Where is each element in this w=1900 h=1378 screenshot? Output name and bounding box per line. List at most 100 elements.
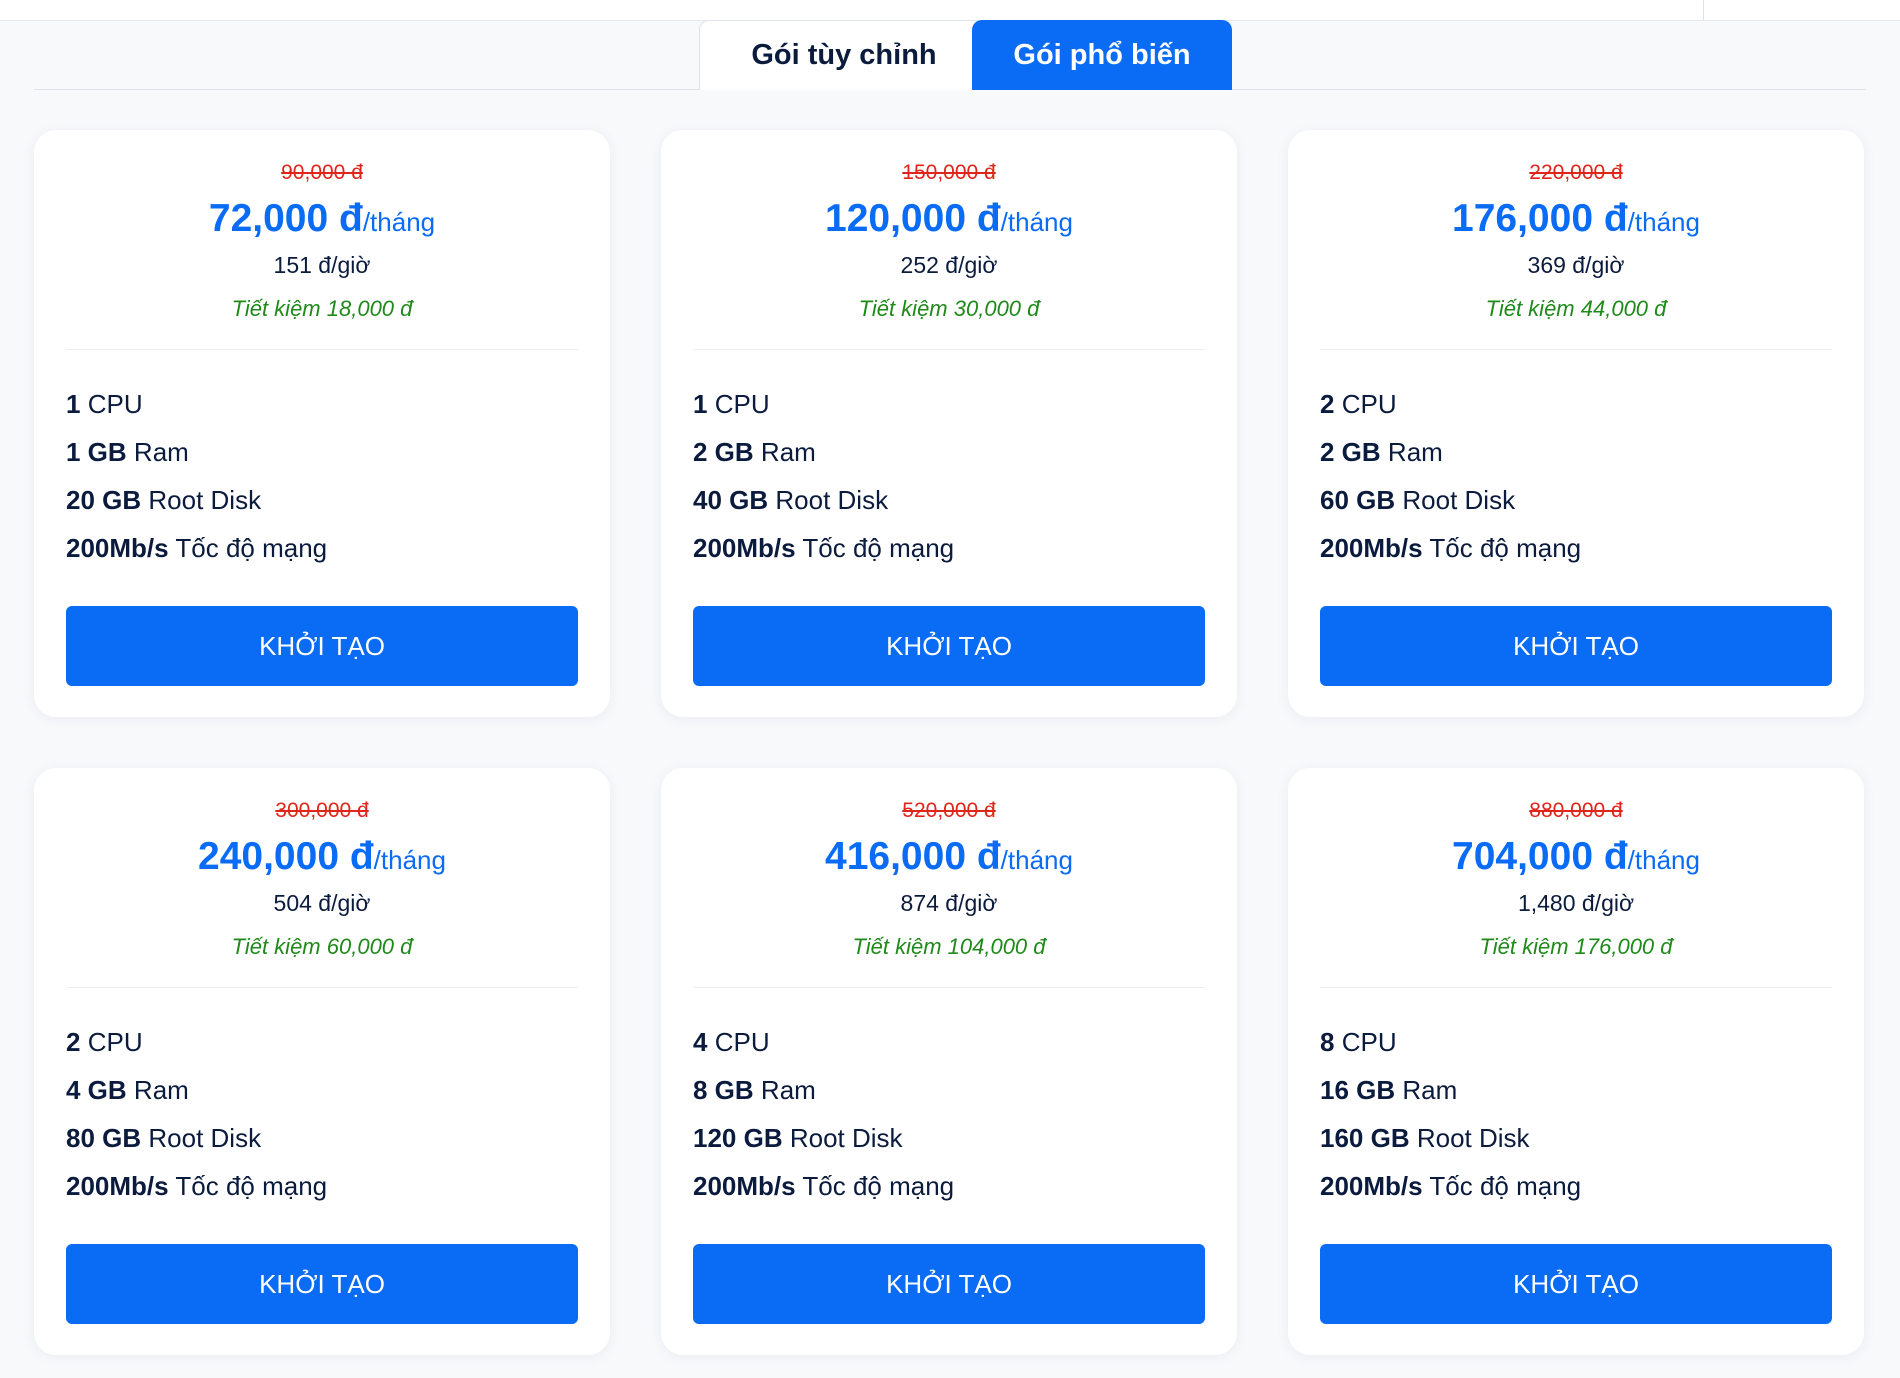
spec-network: 200Mb/s Tốc độ mạng xyxy=(693,1170,1205,1218)
spec-label: Ram xyxy=(1402,1075,1458,1105)
divider xyxy=(66,987,578,988)
price-line: 120,000 đ/tháng xyxy=(693,194,1205,244)
spec-value: 160 GB xyxy=(1320,1123,1410,1153)
spec-ram: 8 GB Ram xyxy=(693,1074,1205,1122)
spec-label: Ram xyxy=(133,1075,189,1105)
spec-value: 200Mb/s xyxy=(1320,1171,1423,1201)
spec-network: 200Mb/s Tốc độ mạng xyxy=(66,1170,578,1218)
spec-ram: 4 GB Ram xyxy=(66,1074,578,1122)
spec-label: Root Disk xyxy=(148,1123,262,1153)
spec-value: 200Mb/s xyxy=(66,1171,169,1201)
price-line: 704,000 đ/tháng xyxy=(1320,832,1832,882)
plan-card: 150,000 đ 120,000 đ/tháng 252 đ/giờ Tiết… xyxy=(661,130,1237,717)
spec-ram: 16 GB Ram xyxy=(1320,1074,1832,1122)
spec-cpu: 1 CPU xyxy=(66,388,578,436)
spec-list: 2 CPU 4 GB Ram 80 GB Root Disk 200Mb/s T… xyxy=(66,1026,578,1218)
old-price: 520,000 đ xyxy=(902,799,996,822)
spec-label: Root Disk xyxy=(148,485,262,515)
spec-label: Ram xyxy=(760,1075,816,1105)
plan-card: 220,000 đ 176,000 đ/tháng 369 đ/giờ Tiết… xyxy=(1288,130,1864,717)
monthly-price: 176,000 đ xyxy=(1452,197,1628,240)
divider xyxy=(1320,987,1832,988)
spec-value: 16 GB xyxy=(1320,1075,1396,1105)
spec-value: 1 xyxy=(693,389,708,419)
create-button[interactable]: KHỞI TẠO xyxy=(1320,606,1832,686)
spec-value: 4 GB xyxy=(66,1075,127,1105)
tab-custom-plan[interactable]: Gói tùy chỉnh xyxy=(699,20,989,90)
spec-label: Ram xyxy=(760,437,816,467)
spec-list: 4 CPU 8 GB Ram 120 GB Root Disk 200Mb/s … xyxy=(693,1026,1205,1218)
spec-value: 80 GB xyxy=(66,1123,142,1153)
create-button[interactable]: KHỞI TẠO xyxy=(66,1244,578,1324)
price-period: /tháng xyxy=(1627,207,1700,237)
spec-label: CPU xyxy=(714,389,770,419)
spec-label: CPU xyxy=(714,1027,770,1057)
spec-label: CPU xyxy=(87,389,143,419)
saving-text: Tiết kiệm 60,000 đ xyxy=(231,934,413,959)
saving-text: Tiết kiệm 104,000 đ xyxy=(852,934,1046,959)
price-period: /tháng xyxy=(373,845,446,875)
plan-card: 880,000 đ 704,000 đ/tháng 1,480 đ/giờ Ti… xyxy=(1288,768,1864,1355)
price-period: /tháng xyxy=(1000,845,1073,875)
spec-value: 1 xyxy=(66,389,81,419)
spec-cpu: 2 CPU xyxy=(1320,388,1832,436)
old-price: 880,000 đ xyxy=(1529,799,1623,822)
spec-value: 8 xyxy=(1320,1027,1335,1057)
plan-card: 90,000 đ 72,000 đ/tháng 151 đ/giờ Tiết k… xyxy=(34,130,610,717)
hourly-price: 1,480 đ/giờ xyxy=(1517,890,1635,916)
create-button[interactable]: KHỞI TẠO xyxy=(693,606,1205,686)
monthly-price: 416,000 đ xyxy=(825,835,1001,878)
spec-list: 1 CPU 1 GB Ram 20 GB Root Disk 200Mb/s T… xyxy=(66,388,578,580)
spec-label: Ram xyxy=(133,437,189,467)
spec-value: 200Mb/s xyxy=(66,533,169,563)
monthly-price: 120,000 đ xyxy=(825,197,1001,240)
price-line: 72,000 đ/tháng xyxy=(66,194,578,244)
spec-disk: 160 GB Root Disk xyxy=(1320,1122,1832,1170)
spec-network: 200Mb/s Tốc độ mạng xyxy=(1320,532,1832,580)
spec-label: Ram xyxy=(1387,437,1443,467)
spec-label: CPU xyxy=(1341,1027,1397,1057)
spec-label: Root Disk xyxy=(789,1123,903,1153)
spec-label: Tốc độ mạng xyxy=(175,533,328,563)
tab-popular-plan[interactable]: Gói phổ biến xyxy=(972,20,1232,90)
price-line: 176,000 đ/tháng xyxy=(1320,194,1832,244)
spec-disk: 40 GB Root Disk xyxy=(693,484,1205,532)
price-period: /tháng xyxy=(362,207,436,237)
spec-cpu: 4 CPU xyxy=(693,1026,1205,1074)
create-button[interactable]: KHỞI TẠO xyxy=(693,1244,1205,1324)
spec-ram: 1 GB Ram xyxy=(66,436,578,484)
spec-disk: 60 GB Root Disk xyxy=(1320,484,1832,532)
spec-label: Tốc độ mạng xyxy=(802,533,955,563)
spec-value: 2 GB xyxy=(693,437,754,467)
spec-value: 20 GB xyxy=(66,485,142,515)
saving-text: Tiết kiệm 44,000 đ xyxy=(1485,296,1667,321)
spec-cpu: 8 CPU xyxy=(1320,1026,1832,1074)
saving-text: Tiết kiệm 18,000 đ xyxy=(231,296,413,321)
price-period: /tháng xyxy=(1627,845,1700,875)
spec-disk: 120 GB Root Disk xyxy=(693,1122,1205,1170)
price-line: 416,000 đ/tháng xyxy=(693,832,1205,882)
plan-card: 300,000 đ 240,000 đ/tháng 504 đ/giờ Tiết… xyxy=(34,768,610,1355)
saving-text: Tiết kiệm 30,000 đ xyxy=(858,296,1040,321)
spec-network: 200Mb/s Tốc độ mạng xyxy=(693,532,1205,580)
spec-ram: 2 GB Ram xyxy=(693,436,1205,484)
spec-list: 8 CPU 16 GB Ram 160 GB Root Disk 200Mb/s… xyxy=(1320,1026,1832,1218)
plan-grid: 90,000 đ 72,000 đ/tháng 151 đ/giờ Tiết k… xyxy=(34,130,1866,1355)
create-button[interactable]: KHỞI TẠO xyxy=(1320,1244,1832,1324)
spec-cpu: 2 CPU xyxy=(66,1026,578,1074)
create-button[interactable]: KHỞI TẠO xyxy=(66,606,578,686)
spec-label: Root Disk xyxy=(1416,1123,1530,1153)
hourly-price: 151 đ/giờ xyxy=(273,252,371,278)
old-price: 300,000 đ xyxy=(275,799,369,822)
top-bar-divider xyxy=(1703,0,1704,21)
spec-label: CPU xyxy=(87,1027,143,1057)
spec-label: Tốc độ mạng xyxy=(1429,533,1582,563)
spec-label: Root Disk xyxy=(1402,485,1516,515)
spec-label: Tốc độ mạng xyxy=(1429,1171,1582,1201)
spec-cpu: 1 CPU xyxy=(693,388,1205,436)
hourly-price: 504 đ/giờ xyxy=(273,890,371,916)
spec-value: 2 xyxy=(1320,389,1335,419)
monthly-price: 704,000 đ xyxy=(1452,835,1628,878)
spec-value: 200Mb/s xyxy=(1320,533,1423,563)
top-bar xyxy=(0,0,1900,21)
